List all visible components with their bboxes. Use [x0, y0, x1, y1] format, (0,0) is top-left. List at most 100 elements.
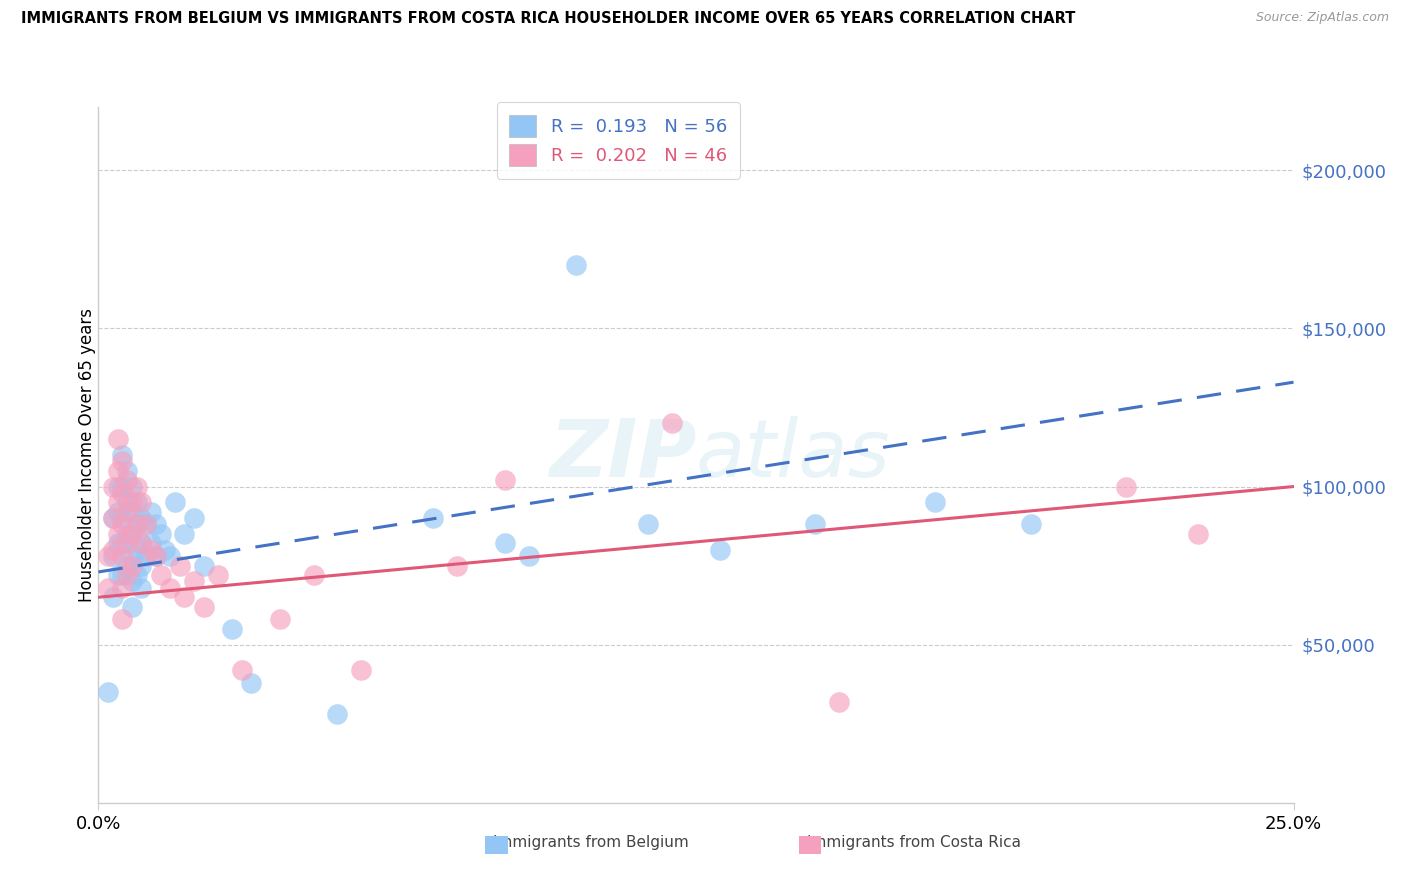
Point	[155, 542, 177, 557]
Point	[326, 707, 349, 722]
Point	[125, 517, 148, 532]
Point	[159, 549, 181, 563]
Point	[125, 542, 148, 557]
Point	[121, 479, 143, 493]
Legend: R =  0.193   N = 56, R =  0.202   N = 46: R = 0.193 N = 56, R = 0.202 N = 46	[496, 103, 740, 178]
Point	[125, 568, 148, 582]
Point	[159, 581, 181, 595]
Point	[163, 495, 186, 509]
Point	[121, 495, 143, 509]
Text: ZIP: ZIP	[548, 416, 696, 494]
Point	[131, 495, 153, 509]
Point	[107, 568, 129, 582]
Point	[139, 542, 162, 557]
Point	[173, 527, 195, 541]
Point	[97, 549, 120, 563]
Point	[135, 517, 157, 532]
Point	[145, 549, 167, 563]
Point	[149, 568, 172, 582]
Point	[145, 549, 167, 563]
Point	[111, 454, 134, 468]
Point	[828, 695, 851, 709]
Text: IMMIGRANTS FROM BELGIUM VS IMMIGRANTS FROM COSTA RICA HOUSEHOLDER INCOME OVER 65: IMMIGRANTS FROM BELGIUM VS IMMIGRANTS FR…	[21, 11, 1076, 26]
Point	[101, 511, 124, 525]
Point	[221, 622, 243, 636]
Point	[121, 574, 143, 589]
Point	[115, 558, 138, 573]
Point	[111, 536, 134, 550]
Point	[111, 568, 134, 582]
Point	[97, 581, 120, 595]
Point	[107, 505, 129, 519]
Text: atlas: atlas	[696, 416, 891, 494]
Point	[183, 511, 205, 525]
Point	[169, 558, 191, 573]
Point	[111, 549, 134, 563]
Text: Source: ZipAtlas.com: Source: ZipAtlas.com	[1256, 11, 1389, 24]
Point	[173, 591, 195, 605]
Point	[131, 536, 153, 550]
Point	[193, 599, 215, 614]
Point	[145, 517, 167, 532]
Point	[924, 495, 946, 509]
Point	[111, 612, 134, 626]
Point	[804, 517, 827, 532]
Point	[131, 511, 153, 525]
Point	[121, 527, 143, 541]
Point	[1187, 527, 1209, 541]
Point	[1115, 479, 1137, 493]
Text: Immigrants from Belgium: Immigrants from Belgium	[492, 836, 689, 850]
Point	[107, 495, 129, 509]
Point	[231, 663, 253, 677]
Point	[101, 549, 124, 563]
Point	[637, 517, 659, 532]
Point	[139, 505, 162, 519]
Point	[494, 473, 516, 487]
Point	[115, 473, 138, 487]
Point	[115, 464, 138, 478]
Point	[101, 479, 124, 493]
Point	[111, 486, 134, 500]
Point	[101, 542, 124, 557]
Point	[269, 612, 291, 626]
Point	[107, 536, 129, 550]
Point	[115, 536, 138, 550]
Point	[135, 517, 157, 532]
Point	[661, 417, 683, 431]
Point	[121, 549, 143, 563]
Text: Immigrants from Costa Rica: Immigrants from Costa Rica	[807, 836, 1021, 850]
Point	[149, 527, 172, 541]
Point	[107, 479, 129, 493]
Point	[131, 581, 153, 595]
Point	[97, 685, 120, 699]
Point	[111, 479, 134, 493]
Point	[139, 536, 162, 550]
Point	[111, 511, 134, 525]
Y-axis label: Householder Income Over 65 years: Householder Income Over 65 years	[79, 308, 96, 602]
Point	[193, 558, 215, 573]
Point	[350, 663, 373, 677]
Point	[115, 568, 138, 582]
Point	[107, 432, 129, 446]
Point	[517, 549, 540, 563]
Point	[446, 558, 468, 573]
Point	[240, 675, 263, 690]
Point	[121, 505, 143, 519]
Point	[494, 536, 516, 550]
Point	[115, 527, 138, 541]
Point	[1019, 517, 1042, 532]
Point	[125, 517, 148, 532]
Point	[111, 448, 134, 462]
Point	[565, 258, 588, 272]
Point	[115, 495, 138, 509]
Point	[302, 568, 325, 582]
Point	[107, 464, 129, 478]
Point	[135, 549, 157, 563]
Point	[121, 558, 143, 573]
Point	[207, 568, 229, 582]
Point	[121, 527, 143, 541]
Point	[101, 511, 124, 525]
Point	[183, 574, 205, 589]
Point	[107, 527, 129, 541]
Point	[125, 479, 148, 493]
